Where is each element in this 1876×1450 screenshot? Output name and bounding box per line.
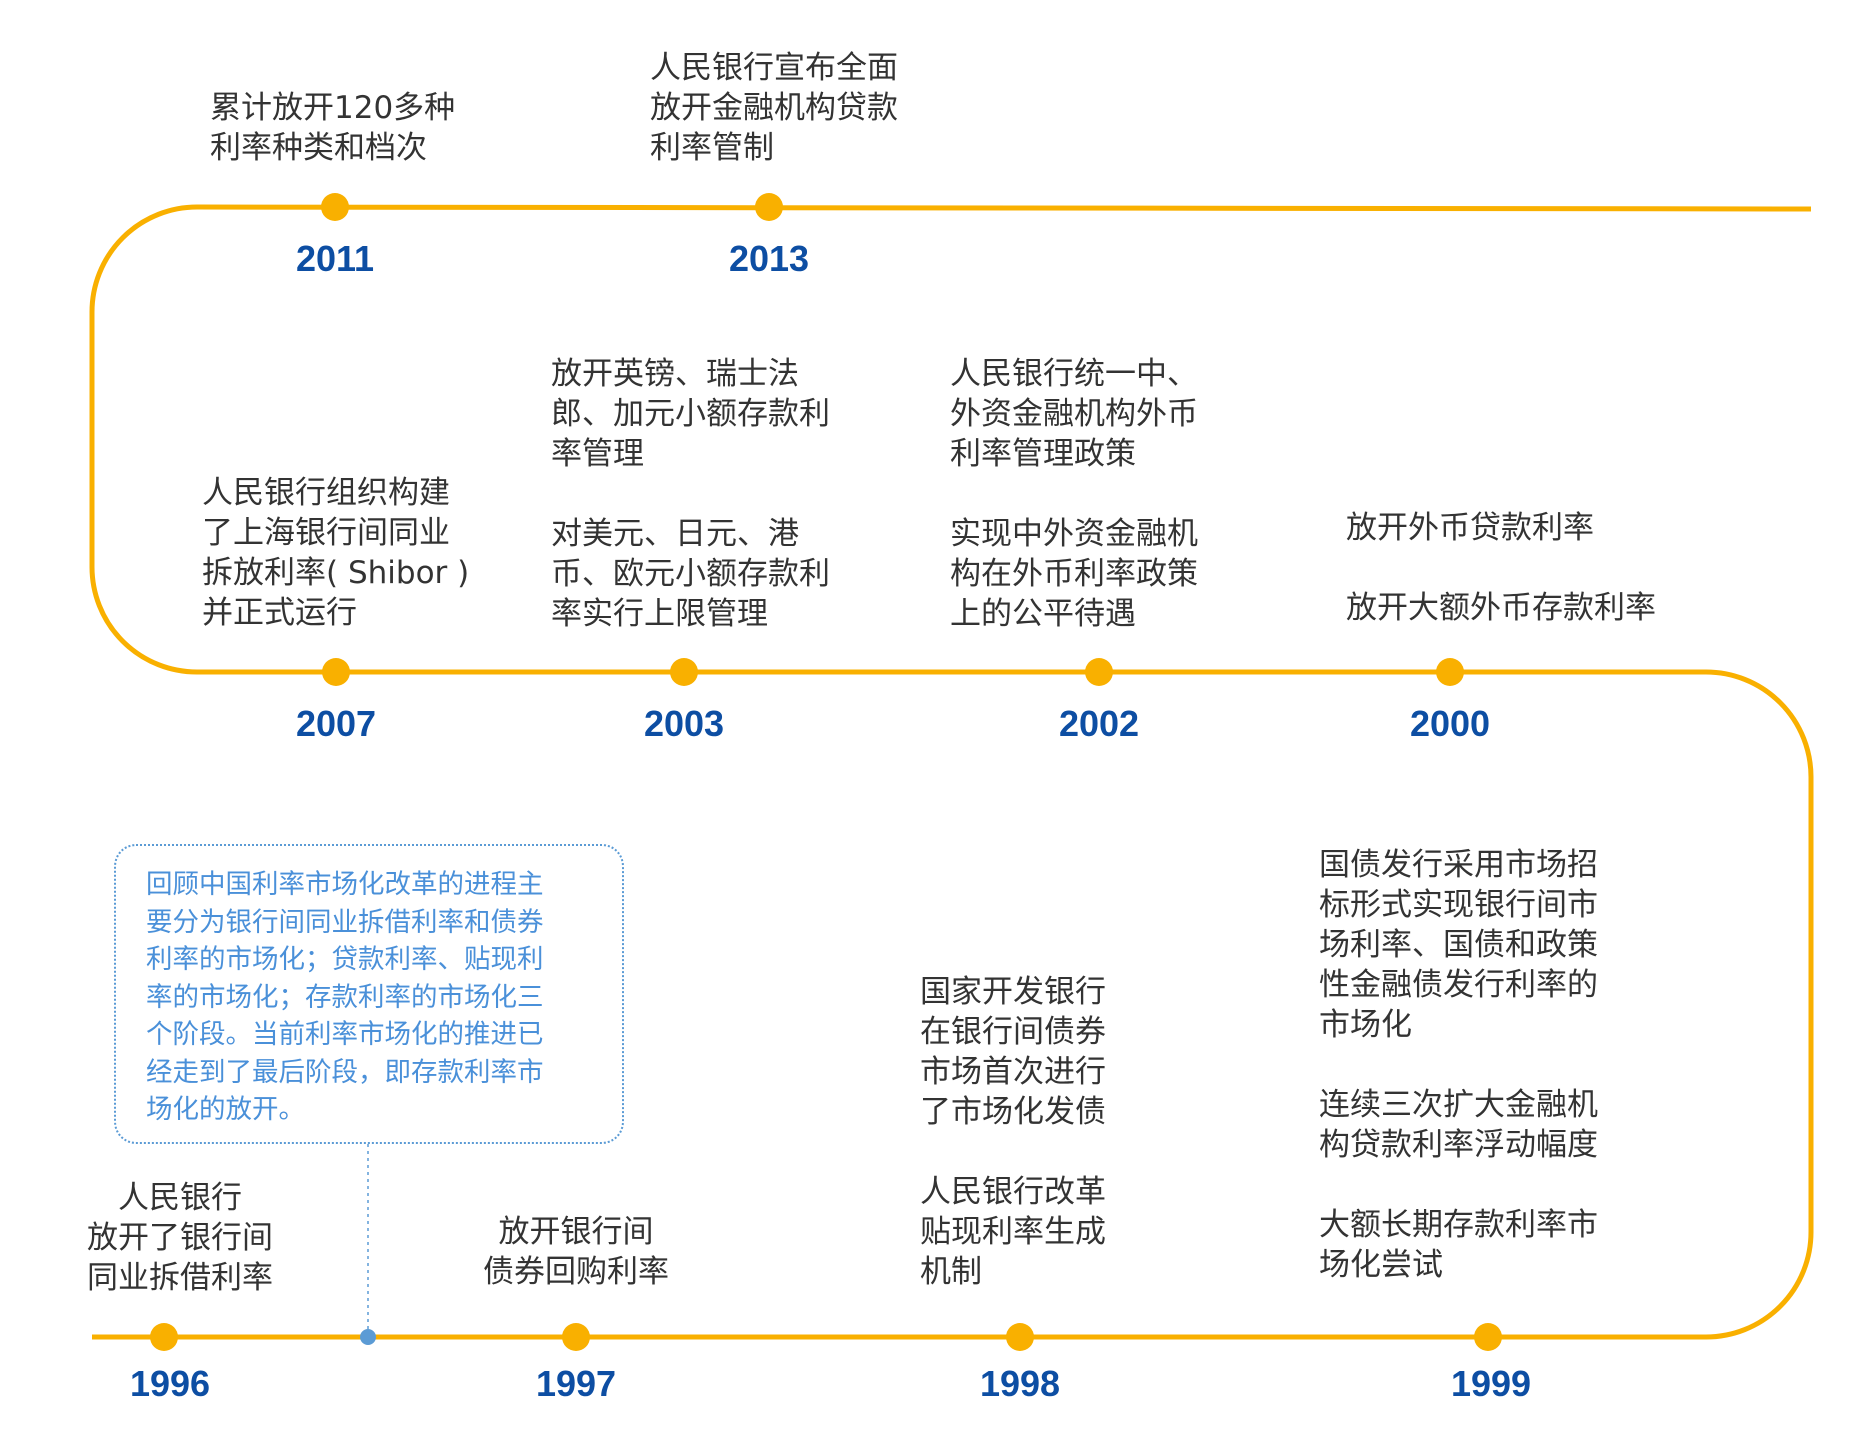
block-gap	[950, 474, 1198, 514]
event-line: 债券回购利率	[483, 1254, 669, 1290]
note-line: 利率的市场化；贷款利率、贴现利	[146, 944, 544, 975]
event-line: 标形式实现银行间市	[1319, 887, 1598, 923]
note-connector-dot	[360, 1329, 376, 1345]
event-text-1996: 人民银行放开了银行间 同业拆借利率	[87, 1178, 273, 1298]
block-gap	[920, 1132, 1106, 1172]
event-line: 放开大额外币存款利率	[1346, 590, 1656, 626]
event-line: 同业拆借利率	[87, 1260, 273, 1296]
event-line: 国债发行采用市场招	[1319, 847, 1598, 883]
event-line: 人民银行宣布全面	[650, 50, 898, 86]
timeline-dot-1999	[1474, 1323, 1502, 1351]
event-line: 郎、加元小额存款利	[551, 396, 830, 432]
event-line: 放开了银行间	[87, 1220, 273, 1256]
event-text-2011: 累计放开120多种 利率种类和档次	[210, 88, 455, 168]
block-gap	[551, 474, 830, 514]
event-line: 连续三次扩大金融机	[1319, 1087, 1598, 1123]
year-label-2003: 2003	[643, 703, 725, 744]
year-label-2000: 2000	[1409, 703, 1491, 744]
event-line: 了上海银行间同业	[202, 515, 450, 551]
event-line: 放开银行间	[498, 1214, 654, 1250]
event-line: 拆放利率( Shibor )	[202, 555, 470, 591]
block-gap	[1346, 548, 1656, 588]
note-line: 个阶段。当前利率市场化的推进已	[146, 1019, 544, 1050]
event-line: 机制	[920, 1254, 982, 1290]
event-line: 上的公平待遇	[950, 596, 1136, 632]
event-line: 利率管理政策	[950, 436, 1136, 472]
summary-note: 回顾中国利率市场化改革的进程主 要分为银行间同业拆借利率和债券 利率的市场化；贷款利…	[114, 844, 624, 1144]
note-line: 回顾中国利率市场化改革的进程主	[146, 869, 544, 900]
note-line: 场化的放开。	[146, 1094, 305, 1125]
event-line: 在银行间债券	[920, 1014, 1106, 1050]
year-label-2002: 2002	[1058, 703, 1140, 744]
timeline-dot-2002	[1085, 658, 1113, 686]
event-line: 构贷款利率浮动幅度	[1319, 1127, 1598, 1163]
year-label-1996: 1996	[129, 1363, 211, 1404]
timeline-path	[89, 204, 1814, 1340]
event-line: 外资金融机构外币	[950, 396, 1198, 432]
event-line: 对美元、日元、港	[551, 516, 799, 552]
event-text-2003: 放开英镑、瑞士法 郎、加元小额存款利 率管理对美元、日元、港 币、欧元小额存款利 率实行…	[551, 354, 830, 634]
note-line: 经走到了最后阶段，即存款利率市	[146, 1056, 544, 1088]
timeline-dot-2003	[670, 658, 698, 686]
event-text-2007: 人民银行组织构建 了上海银行间同业 拆放利率( Shibor ) 并正式运行	[202, 473, 469, 633]
year-label-2013: 2013	[728, 238, 810, 279]
event-line: 放开外币贷款利率	[1346, 510, 1594, 546]
year-label-1997: 1997	[535, 1363, 617, 1404]
event-line: 人民银行	[118, 1180, 242, 1216]
event-line: 构在外币利率政策	[950, 556, 1198, 592]
event-line: 利率管制	[650, 130, 774, 166]
event-line: 贴现利率生成	[920, 1214, 1106, 1250]
event-text-1998: 国家开发银行 在银行间债券 市场首次进行 了市场化发债 人民银行改革 贴现利率生成 机制	[920, 972, 1106, 1292]
timeline-dot-2013	[755, 193, 783, 221]
event-text-2000: 放开外币贷款利率放开大额外币存款利率	[1346, 508, 1656, 628]
timeline-dot-2011	[321, 193, 349, 221]
event-line: 了市场化发债	[920, 1094, 1106, 1130]
event-line: 人民银行组织构建	[202, 475, 450, 511]
event-line: 实现中外资金融机	[950, 516, 1198, 552]
event-line: 放开金融机构贷款	[650, 90, 898, 126]
event-text-2013: 人民银行宣布全面 放开金融机构贷款 利率管制	[650, 48, 898, 168]
event-line: 累计放开120多种	[210, 90, 456, 126]
timeline-dot-1997	[562, 1323, 590, 1351]
event-text-1997: 放开银行间债券回购利率	[483, 1212, 669, 1292]
event-line: 率管理	[551, 436, 644, 472]
year-label-2011: 2011	[295, 238, 375, 279]
event-line: 率实行上限管理	[551, 596, 768, 632]
event-line: 场化尝试	[1319, 1247, 1443, 1283]
timeline-dot-1996	[150, 1323, 178, 1351]
block-gap	[1319, 1045, 1598, 1085]
event-line: 人民银行改革	[920, 1174, 1106, 1210]
timeline-dot-1998	[1006, 1323, 1034, 1351]
event-line: 场利率、国债和政策	[1319, 927, 1598, 963]
block-gap	[1319, 1165, 1598, 1205]
event-line: 市场化	[1319, 1007, 1412, 1043]
timeline-dot-2000	[1436, 658, 1464, 686]
year-label-1999: 1999	[1450, 1363, 1532, 1404]
event-text-1999: 国债发行采用市场招 标形式实现银行间市 场利率、国债和政策 性金融债发行利率的 市场化连…	[1319, 845, 1598, 1285]
timeline-dot-2007	[322, 658, 350, 686]
note-line: 率的市场化；存款利率的市场化三	[146, 981, 544, 1013]
year-label-1998: 1998	[979, 1363, 1061, 1404]
event-line: 人民银行统一中、	[950, 356, 1198, 392]
event-line: 性金融债发行利率的	[1319, 967, 1598, 1003]
note-line: 要分为银行间同业拆借利率和债券	[146, 906, 544, 938]
event-text-2002: 人民银行统一中、 外资金融机构外币 利率管理政策实现中外资金融机 构在外币利率政策 上的…	[950, 354, 1198, 634]
year-label-2007: 2007	[295, 703, 377, 744]
event-line: 国家开发银行	[920, 974, 1106, 1010]
event-line: 币、欧元小额存款利	[551, 556, 830, 592]
event-line: 大额长期存款利率市	[1319, 1207, 1598, 1243]
event-line: 放开英镑、瑞士法	[551, 356, 799, 392]
event-line: 市场首次进行	[920, 1054, 1106, 1090]
event-line: 并正式运行	[202, 595, 357, 631]
event-line: 利率种类和档次	[210, 130, 427, 166]
